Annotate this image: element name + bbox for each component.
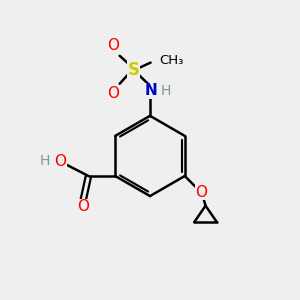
Text: CH₃: CH₃	[159, 54, 183, 67]
Text: O: O	[107, 38, 119, 53]
Text: O: O	[77, 200, 89, 214]
Text: O: O	[195, 184, 207, 200]
Text: S: S	[128, 61, 140, 79]
Text: H: H	[40, 154, 50, 168]
Text: H: H	[160, 84, 171, 98]
Text: O: O	[107, 86, 119, 101]
Text: N: N	[145, 83, 158, 98]
Text: O: O	[55, 154, 67, 169]
